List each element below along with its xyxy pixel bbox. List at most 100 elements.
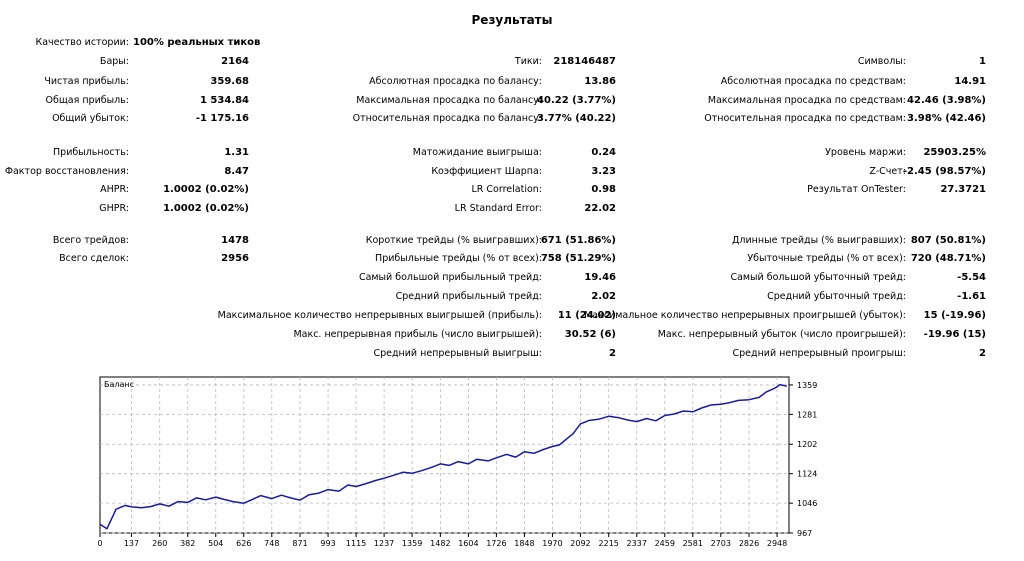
avg-profit-value: 2.02 bbox=[591, 291, 616, 302]
abs-dd-equity-label: Абсолютная просадка по средствам: bbox=[720, 76, 906, 87]
avg-consec-wins-label: Средний непрерывный выигрыш: bbox=[373, 348, 542, 359]
long-trades-label: Длинные трейды (% выигравших): bbox=[732, 235, 906, 246]
x-tick-label: 2215 bbox=[599, 539, 619, 548]
bars-value: 2164 bbox=[221, 56, 249, 67]
x-tick-label: 2581 bbox=[683, 539, 703, 548]
max-consec-profit-value: 30.52 (6) bbox=[564, 329, 616, 340]
lr-std-error-label: LR Standard Error: bbox=[454, 203, 542, 214]
ticks-value: 218146487 bbox=[553, 56, 616, 67]
max-dd-equity-value: 42.46 (3.98%) bbox=[907, 95, 986, 106]
largest-loss-label: Самый большой убыточный трейд: bbox=[730, 272, 906, 283]
symbols-value: 1 bbox=[979, 56, 986, 67]
max-consec-wins-label: Максимальное количество непрерывных выиг… bbox=[217, 310, 542, 321]
x-tick-label: 137 bbox=[124, 539, 139, 548]
ahpr-label: AHPR: bbox=[100, 184, 129, 195]
z-score-value: -2.45 (98.57%) bbox=[902, 166, 986, 177]
margin-level-value: 25903.25% bbox=[923, 147, 986, 158]
x-tick-label: 1970 bbox=[542, 539, 562, 548]
x-tick-label: 2459 bbox=[655, 539, 675, 548]
avg-consec-wins-value: 2 bbox=[609, 348, 616, 359]
expected-payoff-label: Матожидание выигрыша: bbox=[412, 147, 542, 158]
lr-std-error-value: 22.02 bbox=[584, 203, 616, 214]
x-tick-label: 2826 bbox=[739, 539, 759, 548]
ghpr-label: GHPR: bbox=[99, 203, 129, 214]
avg-loss-value: -1.61 bbox=[957, 291, 986, 302]
ghpr-value: 1.0002 (0.02%) bbox=[163, 203, 249, 214]
history-quality-label: Качество истории: bbox=[35, 37, 129, 48]
gross-loss-value: -1 175.16 bbox=[195, 113, 249, 124]
z-score-label: Z-Счет: bbox=[869, 166, 906, 177]
abs-dd-equity-value: 14.91 bbox=[954, 76, 986, 87]
rel-dd-equity-label: Относительная просадка по средствам: bbox=[704, 113, 906, 124]
x-tick-label: 504 bbox=[208, 539, 223, 548]
profit-trades-value: 758 (51.29%) bbox=[540, 253, 616, 264]
y-tick-label: 1124 bbox=[797, 470, 817, 479]
x-tick-label: 1848 bbox=[514, 539, 534, 548]
x-tick-label: 993 bbox=[320, 539, 335, 548]
x-tick-label: 871 bbox=[292, 539, 307, 548]
profitability-value: 1.31 bbox=[224, 147, 249, 158]
sharpe-value: 3.23 bbox=[591, 166, 616, 177]
net-profit-label: Чистая прибыль: bbox=[44, 76, 129, 87]
avg-profit-label: Средний прибыльный трейд: bbox=[395, 291, 542, 302]
max-consec-losses-value: 15 (-19.96) bbox=[923, 310, 986, 321]
x-tick-label: 2948 bbox=[767, 539, 787, 548]
max-consec-loss-label: Макс. непрерывный убыток (число проигрыш… bbox=[657, 329, 906, 340]
lr-correlation-value: 0.98 bbox=[591, 184, 616, 195]
recovery-factor-value: 8.47 bbox=[224, 166, 249, 177]
chart-title: Баланс bbox=[104, 380, 134, 389]
rel-dd-balance-value: 3.77% (40.22) bbox=[537, 113, 616, 124]
y-tick-label: 1359 bbox=[797, 381, 817, 390]
largest-loss-value: -5.54 bbox=[957, 272, 986, 283]
x-tick-label: 2703 bbox=[711, 539, 731, 548]
max-consec-losses-label: Максимальное количество непрерывных прои… bbox=[584, 310, 906, 321]
y-tick-label: 1046 bbox=[797, 499, 817, 508]
x-tick-label: 748 bbox=[264, 539, 279, 548]
max-dd-balance-value: 40.22 (3.77%) bbox=[537, 95, 616, 106]
sharpe-label: Коэффициент Шарпа: bbox=[431, 166, 542, 177]
total-deals-value: 2956 bbox=[221, 253, 249, 264]
x-tick-label: 1482 bbox=[430, 539, 450, 548]
net-profit-value: 359.68 bbox=[210, 76, 249, 87]
x-tick-label: 1115 bbox=[346, 539, 366, 548]
symbols-label: Символы: bbox=[857, 56, 906, 67]
largest-profit-label: Самый большой прибыльный трейд: bbox=[358, 272, 542, 283]
ahpr-value: 1.0002 (0.02%) bbox=[163, 184, 249, 195]
max-consec-loss-value: -19.96 (15) bbox=[923, 329, 986, 340]
loss-trades-value: 720 (48.71%) bbox=[910, 253, 986, 264]
bars-label: Бары: bbox=[99, 56, 129, 67]
total-trades-label: Всего трейдов: bbox=[52, 235, 129, 246]
x-tick-label: 1726 bbox=[486, 539, 506, 548]
x-tick-label: 1237 bbox=[374, 539, 394, 548]
largest-profit-value: 19.46 bbox=[584, 272, 616, 283]
avg-consec-losses-label: Средний непрерывный проигрыш: bbox=[732, 348, 906, 359]
max-dd-equity-label: Максимальная просадка по средствам: bbox=[707, 95, 906, 106]
short-trades-value: 671 (51.86%) bbox=[540, 235, 616, 246]
balance-series-line bbox=[99, 383, 787, 530]
avg-consec-losses-value: 2 bbox=[979, 348, 986, 359]
x-tick-label: 626 bbox=[236, 539, 251, 548]
gross-profit-label: Общая прибыль: bbox=[45, 95, 130, 106]
x-tick-label: 1604 bbox=[458, 539, 478, 548]
profitability-label: Прибыльность: bbox=[53, 147, 129, 158]
lr-correlation-label: LR Correlation: bbox=[471, 184, 543, 195]
ontester-label: Результат OnTester: bbox=[807, 184, 906, 195]
x-tick-label: 382 bbox=[180, 539, 195, 548]
results-title: Результаты bbox=[471, 13, 553, 27]
loss-trades-label: Убыточные трейды (% от всех): bbox=[747, 253, 906, 264]
long-trades-value: 807 (50.81%) bbox=[910, 235, 986, 246]
y-tick-label: 967 bbox=[797, 529, 812, 538]
x-tick-label: 2092 bbox=[570, 539, 590, 548]
max-dd-balance-label: Максимальная просадка по балансу: bbox=[356, 95, 542, 106]
gross-loss-label: Общий убыток: bbox=[52, 113, 129, 124]
abs-dd-balance-value: 13.86 bbox=[584, 76, 616, 87]
short-trades-label: Короткие трейды (% выигравших): bbox=[365, 235, 542, 246]
expected-payoff-value: 0.24 bbox=[591, 147, 616, 158]
margin-level-label: Уровень маржи: bbox=[825, 147, 906, 158]
max-consec-wins-value: 11 (24.02) bbox=[557, 310, 616, 321]
max-consec-profit-label: Макс. непрерывная прибыль (число выигрыш… bbox=[293, 329, 542, 340]
x-tick-label: 260 bbox=[152, 539, 167, 548]
profit-trades-label: Прибыльные трейды (% от всех): bbox=[375, 253, 542, 264]
x-tick-label: 2337 bbox=[627, 539, 647, 548]
